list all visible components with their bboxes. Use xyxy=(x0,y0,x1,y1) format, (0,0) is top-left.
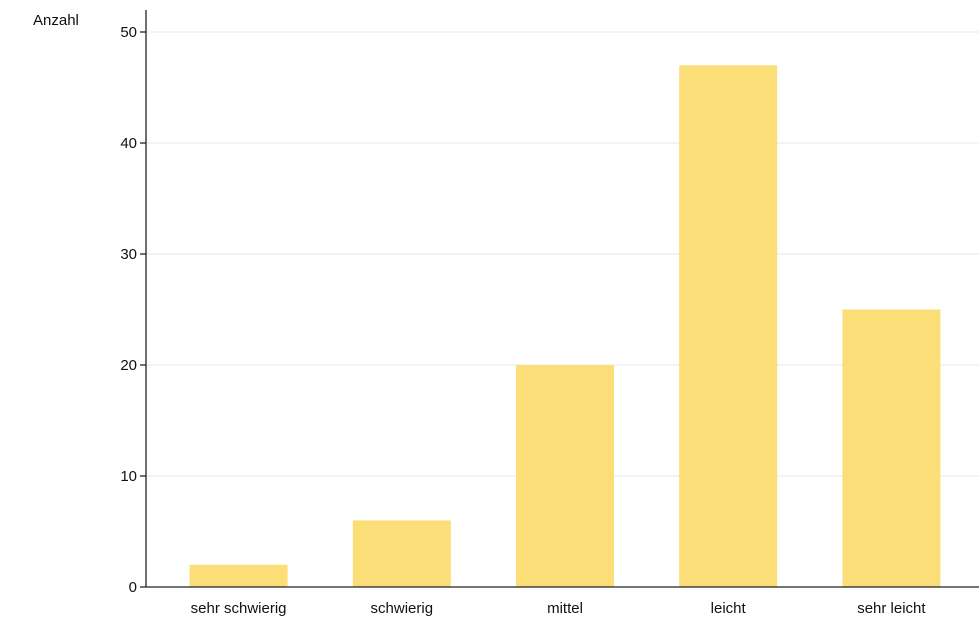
bar xyxy=(352,520,451,587)
bar xyxy=(189,564,288,587)
x-tick-label: sehr schwierig xyxy=(191,600,287,617)
x-tick-label: leicht xyxy=(711,600,747,617)
y-tick-label: 20 xyxy=(120,357,137,374)
x-tick-label: mittel xyxy=(547,600,583,617)
x-tick-label: sehr leicht xyxy=(857,600,926,617)
y-tick-label: 10 xyxy=(120,468,137,485)
bars xyxy=(189,65,941,588)
y-tick-label: 0 xyxy=(129,579,137,596)
bar xyxy=(842,309,941,587)
bar xyxy=(516,365,614,587)
y-tick-label: 30 xyxy=(120,246,137,263)
gridlines xyxy=(146,31,979,477)
axes: 0 10 20 30 40 50 sehr schwierig schwierig mittel… xyxy=(120,10,979,617)
y-tick-label: 40 xyxy=(120,135,137,152)
x-tick-label: schwierig xyxy=(371,600,434,617)
bar xyxy=(679,65,778,588)
y-tick-label: 50 xyxy=(120,24,137,41)
y-axis-title: Anzahl xyxy=(33,12,79,29)
